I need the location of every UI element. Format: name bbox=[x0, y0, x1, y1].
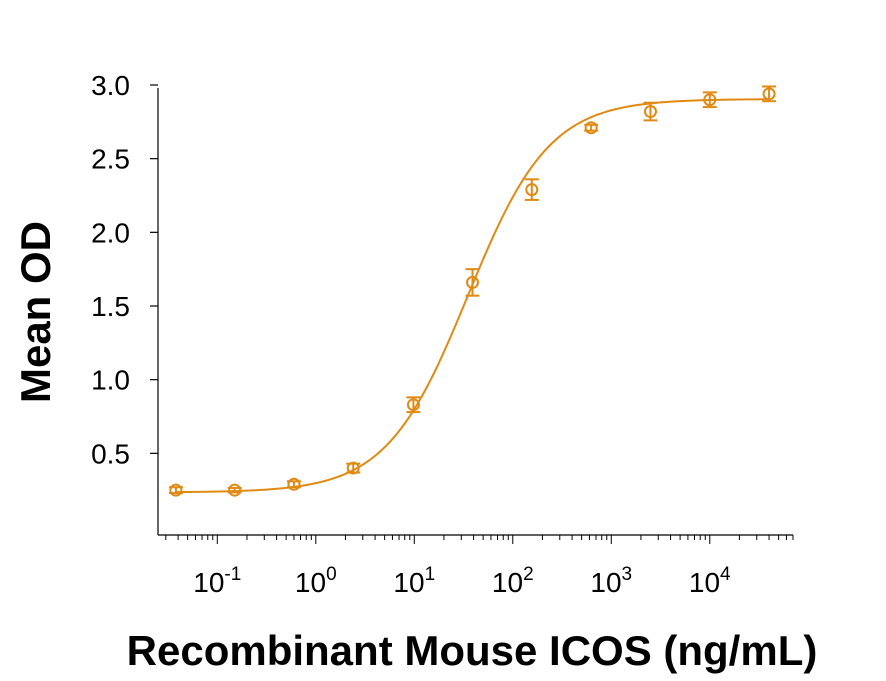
x-tick-label: 103 bbox=[590, 564, 632, 598]
y-tick-label: 3.0 bbox=[91, 70, 130, 101]
data-point bbox=[406, 398, 420, 412]
data-point bbox=[762, 87, 776, 101]
y-axis-title: Mean OD bbox=[12, 221, 59, 403]
data-point bbox=[287, 477, 301, 491]
x-tick-label: 102 bbox=[492, 564, 534, 598]
data-points bbox=[168, 85, 777, 497]
x-axis-title: Recombinant Mouse ICOS (ng/mL) bbox=[127, 627, 818, 674]
data-point bbox=[346, 461, 360, 475]
data-point bbox=[169, 483, 183, 497]
y-tick-label: 2.0 bbox=[91, 217, 130, 248]
data-point bbox=[525, 183, 539, 197]
y-tick-label: 1.5 bbox=[91, 291, 130, 322]
data-point bbox=[228, 483, 242, 497]
x-tick-label: 104 bbox=[689, 564, 731, 598]
y-tick-label: 1.0 bbox=[91, 365, 130, 396]
x-tick-label: 10-1 bbox=[193, 564, 241, 598]
x-axis: 10-1 100 101 102 103 104 bbox=[158, 534, 794, 598]
data-point bbox=[584, 121, 598, 135]
y-axis: 0.5 1.0 1.5 2.0 2.5 3.0 bbox=[91, 70, 159, 535]
x-tick-label: 101 bbox=[393, 564, 435, 598]
data-point bbox=[466, 275, 480, 289]
y-tick-label: 2.5 bbox=[91, 144, 130, 175]
y-tick-label: 0.5 bbox=[91, 438, 130, 469]
data-point bbox=[703, 93, 717, 107]
data-point bbox=[643, 105, 657, 119]
x-tick-label: 100 bbox=[295, 564, 337, 598]
